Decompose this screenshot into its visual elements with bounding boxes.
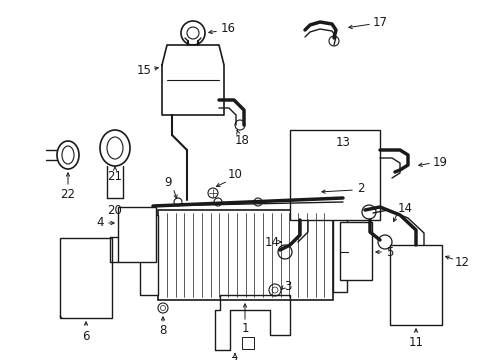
Bar [158, 210, 332, 300]
Text: 16: 16 [220, 22, 235, 35]
Ellipse shape [100, 130, 130, 166]
Text: 20: 20 [107, 203, 122, 216]
Circle shape [181, 21, 204, 45]
Text: 19: 19 [431, 156, 447, 168]
Circle shape [207, 188, 218, 198]
Text: 4: 4 [96, 216, 103, 229]
Text: 6: 6 [82, 329, 90, 342]
Circle shape [377, 235, 391, 249]
Circle shape [268, 284, 281, 296]
Circle shape [160, 306, 165, 310]
Bar [242, 337, 253, 349]
Bar [332, 218, 346, 292]
Circle shape [158, 303, 168, 313]
Bar [60, 238, 112, 318]
Text: 5: 5 [386, 246, 393, 258]
Circle shape [361, 205, 375, 219]
Text: 17: 17 [372, 15, 386, 28]
Circle shape [174, 198, 182, 206]
Text: 2: 2 [357, 181, 364, 194]
Circle shape [214, 198, 222, 206]
Text: 21: 21 [107, 170, 122, 183]
Circle shape [186, 27, 199, 39]
Text: 7: 7 [231, 356, 238, 360]
Bar [118, 207, 156, 262]
Text: 10: 10 [227, 168, 242, 181]
Ellipse shape [107, 137, 123, 159]
Bar [339, 222, 371, 280]
Ellipse shape [62, 146, 74, 164]
Circle shape [253, 198, 262, 206]
Bar [289, 130, 379, 220]
Text: 15: 15 [136, 63, 151, 77]
Circle shape [307, 187, 317, 197]
Text: 14: 14 [397, 202, 412, 215]
Bar [389, 245, 441, 325]
Text: 12: 12 [453, 256, 468, 270]
Text: 18: 18 [234, 134, 249, 147]
Circle shape [271, 287, 278, 293]
Text: 14: 14 [264, 235, 279, 248]
Text: 11: 11 [407, 337, 423, 350]
Text: 8: 8 [159, 324, 166, 337]
Text: 1: 1 [241, 321, 248, 334]
Circle shape [293, 198, 302, 206]
Ellipse shape [57, 141, 79, 169]
Text: 3: 3 [284, 280, 291, 293]
Bar [140, 215, 158, 295]
Text: 9: 9 [164, 176, 171, 189]
Circle shape [310, 189, 315, 194]
Circle shape [278, 245, 291, 259]
Circle shape [328, 36, 338, 46]
Text: 22: 22 [61, 189, 75, 202]
Circle shape [235, 120, 244, 130]
Text: 13: 13 [335, 135, 350, 148]
